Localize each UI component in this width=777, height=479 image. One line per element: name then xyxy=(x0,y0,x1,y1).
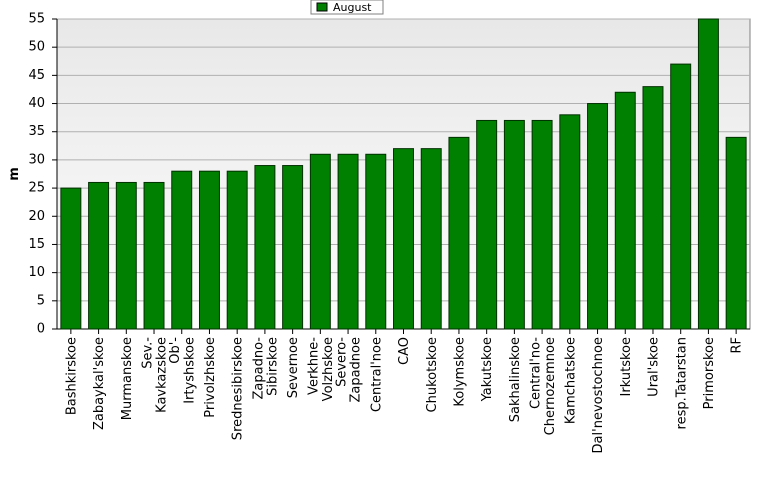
bar xyxy=(365,153,387,330)
x-tick-label: Dal'nevostochnoe xyxy=(591,337,606,453)
x-tick-label: Yakutskoe xyxy=(480,337,495,402)
bar xyxy=(60,187,82,330)
y-tick-label: 15 xyxy=(28,237,45,252)
bar xyxy=(115,181,137,330)
y-tick-label: 30 xyxy=(28,152,45,167)
legend-box xyxy=(310,0,384,15)
x-tick-label: Zabaykal'skoe xyxy=(92,337,107,430)
x-tick-label: Severnoe xyxy=(286,337,301,398)
bar xyxy=(171,170,193,330)
y-tick-label: 50 xyxy=(28,40,45,55)
y-axis-label: m xyxy=(7,167,22,181)
x-tick-label: Murmanskoe xyxy=(120,337,135,420)
bar xyxy=(642,86,664,330)
y-tick-label: 20 xyxy=(28,209,45,224)
x-tick-label: Central'no-Chernozemnoe xyxy=(529,337,558,436)
x-tick-label: Chukotskoe xyxy=(425,337,440,412)
x-tick-label: Primorskoe xyxy=(702,337,717,409)
y-tick-label: 10 xyxy=(28,265,45,280)
x-tick-label: Severo-Zapadnoe xyxy=(334,337,363,403)
y-tick-label: 35 xyxy=(28,124,45,139)
x-tick-label: Privolzhskoe xyxy=(203,337,218,418)
bar xyxy=(337,153,359,330)
bar xyxy=(587,103,609,330)
x-tick-label: Central'noe xyxy=(369,337,384,412)
bar xyxy=(614,91,636,330)
x-tick-label: Zapadno-Sibirskoe xyxy=(251,337,280,400)
y-tick-label: 5 xyxy=(37,293,45,308)
y-tick-label: 55 xyxy=(28,12,45,27)
x-tick-label: Ural'skoe xyxy=(647,337,662,397)
bar xyxy=(143,181,165,330)
bar xyxy=(393,148,414,330)
x-tick-label: Sev.-Kavkazskoe xyxy=(140,337,169,413)
bar xyxy=(309,153,331,330)
x-tick-label: Kamchatskoe xyxy=(563,337,578,424)
y-tick-label: 40 xyxy=(28,96,45,111)
x-tick-label: Verkhne-Volzhskoe xyxy=(307,337,336,402)
y-tick-label: 45 xyxy=(28,68,45,83)
x-tick-label: CAO xyxy=(397,337,412,365)
x-tick-label: Ob'-Irtyshskoe xyxy=(168,337,197,404)
bar xyxy=(448,136,470,330)
legend: August xyxy=(310,0,384,15)
bar xyxy=(198,170,220,330)
bar xyxy=(476,119,498,330)
x-tick-label: Kolymskoe xyxy=(452,337,467,407)
bar xyxy=(670,63,692,330)
legend-label: August xyxy=(333,1,372,14)
bar xyxy=(88,181,110,330)
bar xyxy=(254,165,276,330)
x-tick-label: Bashkirskoe xyxy=(64,337,79,415)
y-tick-label: 0 xyxy=(37,322,45,337)
bar xyxy=(503,119,525,330)
x-tick-label: Srednesibirskoe xyxy=(231,337,246,440)
bar xyxy=(531,119,553,330)
bar xyxy=(697,18,719,330)
bar xyxy=(226,170,248,330)
bar xyxy=(282,165,304,330)
y-tick-label: 25 xyxy=(28,181,45,196)
bar xyxy=(420,148,442,330)
x-tick-label: RF xyxy=(730,337,745,354)
legend-swatch xyxy=(316,2,328,12)
x-tick-label: Irkutskoe xyxy=(619,337,634,396)
x-tick-label: Sakhalinskoe xyxy=(508,337,523,422)
bar xyxy=(725,136,747,330)
bar xyxy=(559,114,581,330)
x-tick-label: resp.Tatarstan xyxy=(674,337,689,429)
